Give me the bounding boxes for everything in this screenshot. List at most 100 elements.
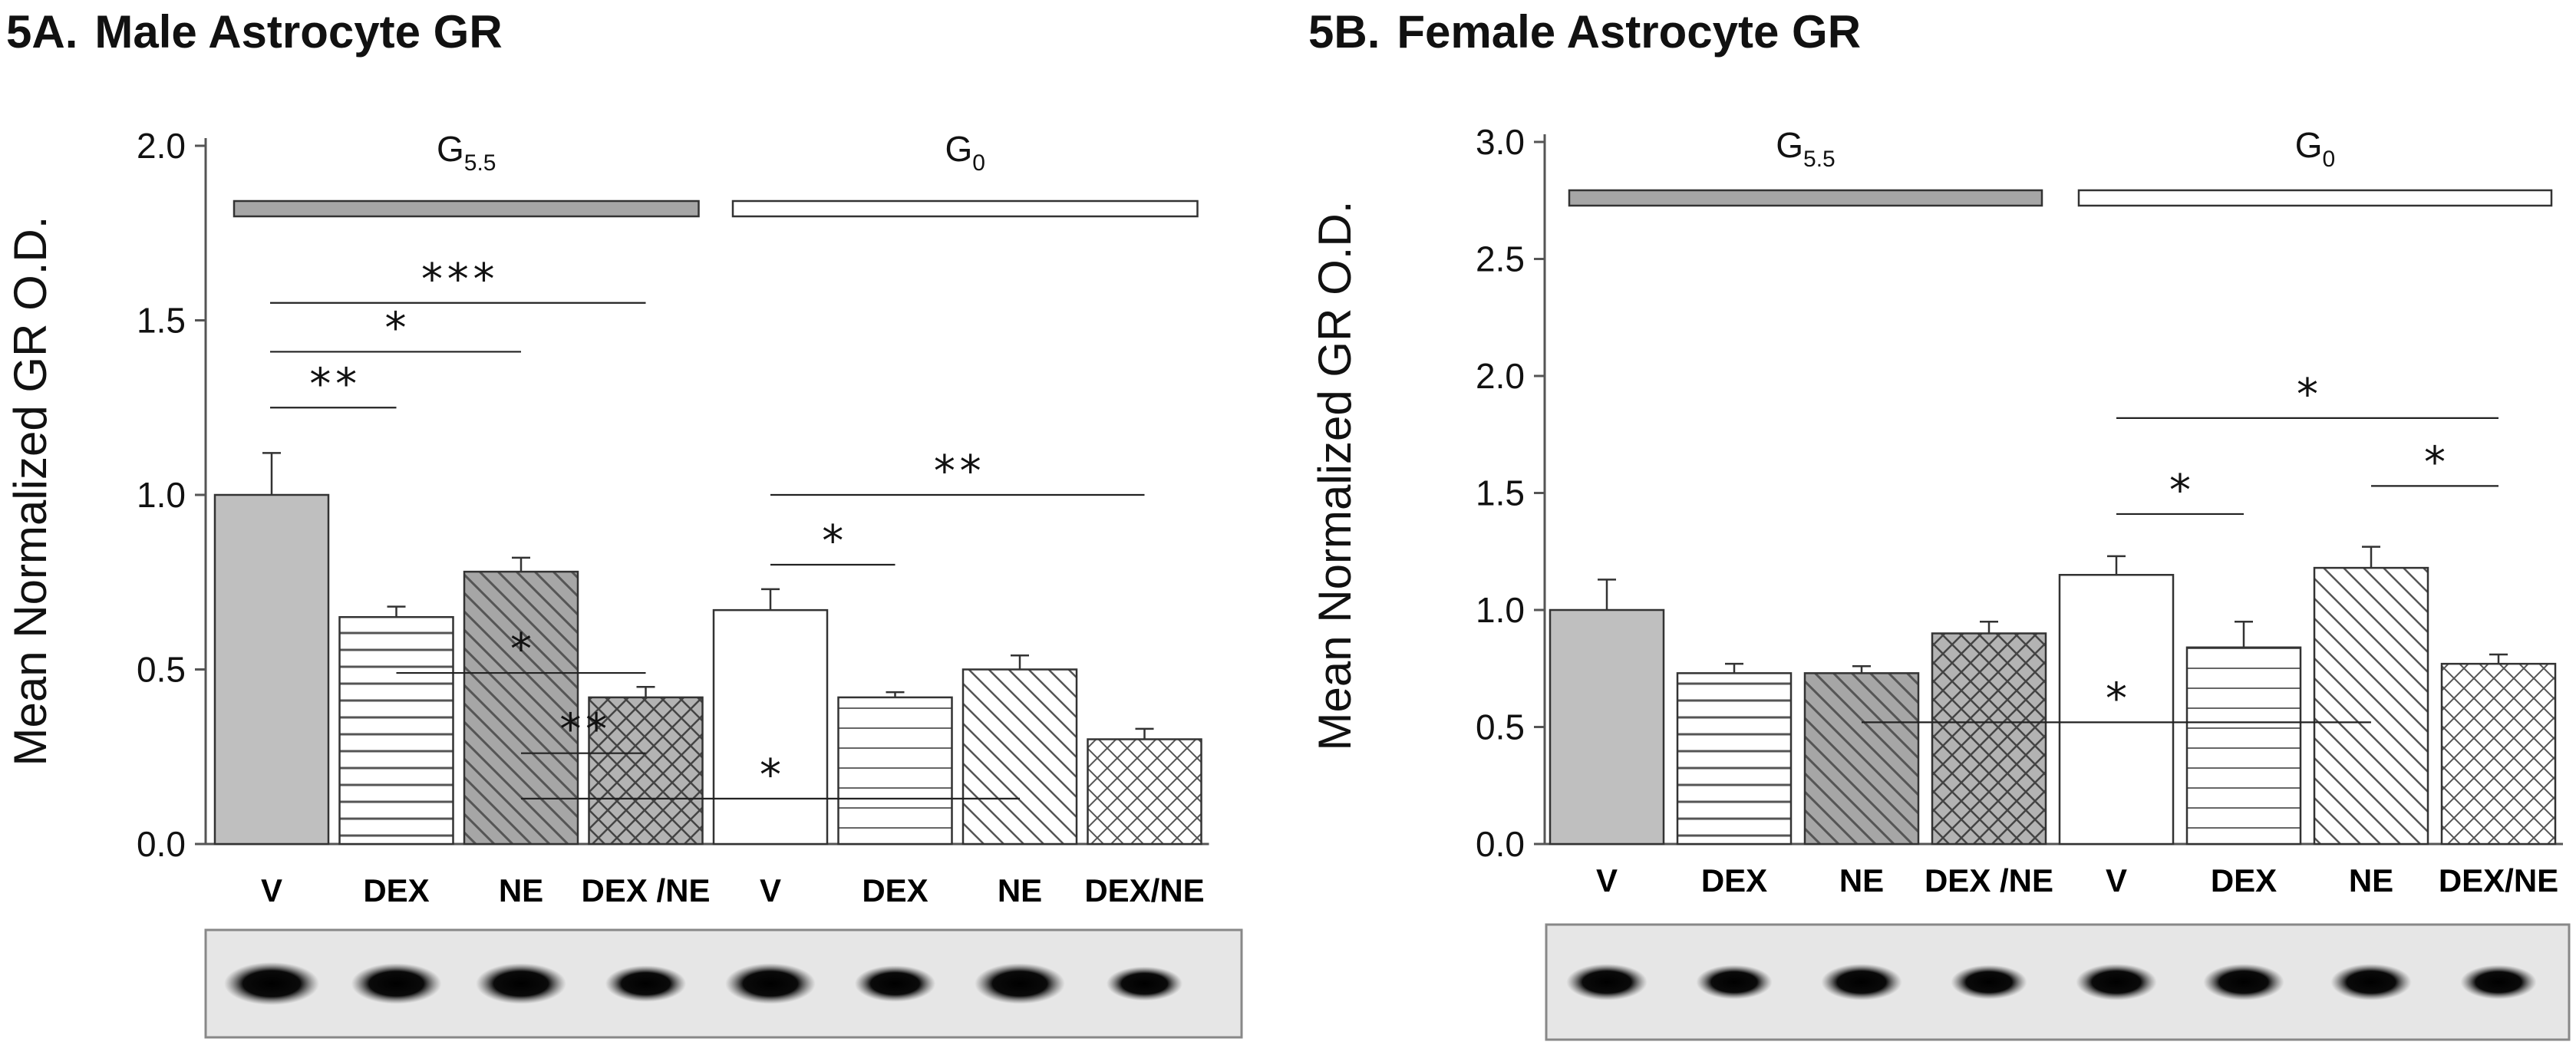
panel-5a-category-label: DEX/NE	[1084, 872, 1204, 908]
panel-5b-group-bar	[1568, 189, 2043, 207]
panel-5a-error-bar	[636, 686, 655, 697]
panel-5b-y-tick-label: 1.0	[1476, 590, 1525, 630]
panel-5b-groups: G5.5 G0	[1568, 125, 2553, 207]
panel-5b-bar	[2058, 574, 2175, 846]
panel-5a-category-label: DEX /NE	[581, 872, 710, 908]
svg-text:*: *	[757, 750, 783, 800]
panel-5a-category-label: NE	[998, 872, 1042, 908]
panel-5a-category-label: DEX	[862, 872, 928, 908]
svg-text:**: **	[932, 447, 983, 496]
panel-5a-blot-band	[975, 963, 1065, 1004]
svg-text:*: *	[2167, 466, 2193, 516]
panel-5a-bar	[837, 696, 953, 846]
panel-5b-error-bar	[2362, 546, 2380, 569]
panel-5b-group-bar	[2077, 189, 2553, 207]
panel-5b-category-label: DEX	[1701, 862, 1767, 898]
panel-5a-significance-marker: *	[521, 750, 1020, 800]
panel-5b: 5B. Female Astrocyte GR Mean Normalized G…	[1308, 6, 2571, 1041]
panel-5a: 5A. Male Astrocyte GR Mean Normalized GR …	[5, 6, 1243, 1039]
svg-text:**: **	[558, 705, 609, 755]
panel-5b-blot-band	[1696, 964, 1773, 1000]
panel-5a-y-axis-label: Mean Normalized GR O.D.	[5, 216, 56, 767]
svg-text:*: *	[508, 625, 534, 674]
panel-5b-category-label: DEX	[2211, 862, 2277, 898]
panel-5b-error-bar	[1725, 662, 1743, 674]
panel-5a-group-bar	[731, 199, 1199, 218]
panel-5b-category-label: NE	[2349, 862, 2393, 898]
panel-5a-significance-marker: *	[396, 625, 646, 674]
panel-5b-category-labels: V DEX NE DEX /NE V DEX NE DEX/NE	[1596, 862, 2558, 898]
panel-5b-error-bar	[2107, 555, 2126, 575]
svg-text:*: *	[2103, 674, 2129, 724]
panel-5b-bar	[1676, 672, 1793, 846]
panel-5a-group-label: G5.5	[437, 129, 496, 176]
panel-5b-significance-marker: *	[1862, 674, 2371, 724]
panel-5a-blot-band	[224, 962, 319, 1005]
panel-5a-blot-band	[1106, 966, 1183, 1001]
panel-5b-blot-band	[2330, 964, 2412, 1001]
panel-5b-blot-band	[1951, 964, 2027, 1000]
panel-5b-bar	[1549, 608, 1665, 846]
panel-5a-bar	[712, 608, 829, 846]
panel-5b-significance-marker: *	[2116, 370, 2498, 420]
panel-5a-category-label: V	[760, 872, 781, 908]
panel-5b-category-label: V	[1596, 862, 1618, 898]
panel-5a-error-bars	[262, 452, 1154, 740]
panel-5b-error-bar	[1852, 664, 1871, 674]
panel-5a-blot-band	[476, 963, 566, 1004]
panel-5b-significance: * * * *	[1862, 370, 2498, 724]
panel-5a-bar	[338, 616, 454, 846]
panel-5b-letter: 5B.	[1308, 6, 1380, 58]
panel-5b-bar	[2313, 566, 2429, 846]
panel-5b-title: 5B. Female Astrocyte GR	[1308, 6, 1861, 58]
panel-5b-bar	[1931, 632, 2047, 846]
panel-5a-blot-band	[725, 963, 816, 1004]
panel-5b-error-bar	[1980, 621, 1998, 634]
svg-text:***: ***	[419, 255, 496, 305]
panel-5b-category-label: DEX /NE	[1925, 862, 2053, 898]
panel-5b-y-tick-label: 0.0	[1476, 824, 1525, 864]
panel-5a-blot-band	[854, 965, 936, 1002]
panel-5a-error-bar	[1011, 654, 1029, 670]
panel-5b-error-bars	[1598, 546, 2508, 674]
svg-text:*: *	[2294, 370, 2320, 420]
panel-5b-y-tick-label: 0.5	[1476, 707, 1525, 747]
panel-5a-y-tick-label: 2.0	[137, 126, 186, 166]
panel-5a-y-tick-label: 1.5	[137, 301, 186, 341]
panel-5b-group-label: G0	[2295, 125, 2335, 172]
panel-5b-blot-band	[2203, 964, 2284, 1001]
panel-5a-group-label: G0	[945, 129, 985, 176]
svg-text:*: *	[383, 303, 409, 353]
panel-5a-error-bar	[761, 588, 780, 611]
panel-5a-group-bar	[233, 199, 700, 218]
panel-5a-significance-marker: *	[270, 303, 521, 353]
panel-5a-significance-marker: *	[770, 516, 895, 566]
panel-5b-error-bar	[2489, 653, 2508, 664]
panel-5a-error-bar	[512, 556, 530, 572]
panel-5a-significance: *************	[270, 255, 1145, 800]
panel-5b-category-label: DEX/NE	[2439, 862, 2558, 898]
panel-5a-bar	[213, 493, 330, 846]
panel-5a-y-tick-label: 1.0	[137, 475, 186, 515]
panel-5a-category-label: NE	[499, 872, 543, 908]
panel-5a-bar	[961, 668, 1078, 846]
panel-5b-error-bar	[1598, 579, 1616, 610]
panel-5b-category-label: V	[2106, 862, 2127, 898]
panel-5a-title-text: Male Astrocyte GR	[94, 6, 502, 58]
panel-5a-significance-marker: **	[270, 359, 397, 409]
panel-5b-bar	[1803, 672, 1920, 846]
panel-5a-significance-marker: ***	[270, 255, 646, 305]
panel-5a-y-tick-label: 0.5	[137, 650, 186, 690]
panel-5b-significance-marker: *	[2371, 437, 2498, 487]
panel-5a-significance-marker: **	[770, 447, 1145, 496]
panel-5a-western-blot	[204, 928, 1243, 1039]
panel-5a-error-bar	[1135, 727, 1154, 740]
panel-5a-bar	[588, 696, 704, 846]
panel-5a-category-label: V	[261, 872, 282, 908]
panel-5b-bar	[2440, 662, 2557, 846]
panel-5b-y-tick-label: 3.0	[1476, 122, 1525, 162]
svg-text:*: *	[820, 516, 846, 566]
svg-text:*: *	[2422, 437, 2448, 487]
panel-5a-significance-marker: **	[521, 705, 646, 755]
